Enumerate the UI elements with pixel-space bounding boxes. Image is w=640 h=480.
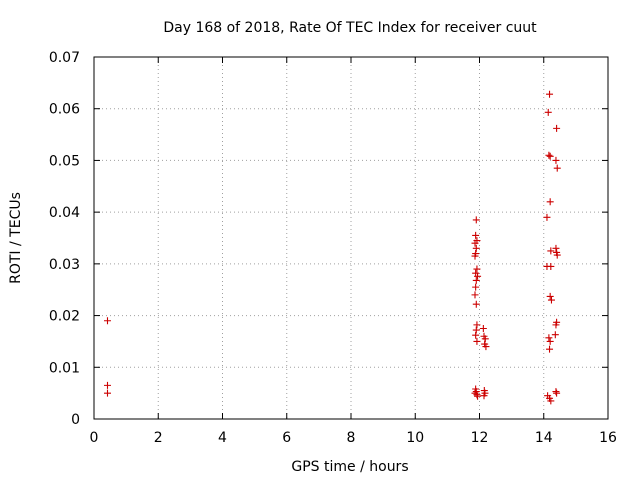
data-point — [473, 337, 481, 345]
axis-ticks — [93, 56, 609, 420]
data-point — [482, 343, 490, 351]
data-point — [547, 397, 555, 405]
data-point — [553, 124, 561, 132]
data-point — [553, 251, 561, 259]
data-point — [546, 292, 554, 300]
data-point — [472, 283, 480, 291]
data-point — [471, 291, 479, 299]
y-tick-label: 0.05 — [49, 153, 80, 169]
y-tick-label: 0.06 — [49, 102, 80, 118]
data-point — [474, 272, 482, 280]
data-point — [552, 388, 560, 396]
data-point — [546, 337, 554, 345]
y-tick-label: 0.03 — [49, 257, 80, 273]
data-point — [544, 108, 552, 116]
x-tick-label: 2 — [154, 430, 163, 446]
x-tick-labels: 0 2 4 6 8 10 12 14 16 — [90, 430, 617, 446]
x-tick-label: 4 — [218, 430, 227, 446]
x-tick-label: 8 — [347, 430, 356, 446]
data-point — [546, 90, 554, 98]
y-tick-label: 0.04 — [49, 205, 80, 221]
y-tick-label: 0.02 — [49, 309, 80, 325]
y-tick-label: 0.01 — [49, 360, 80, 376]
data-point — [546, 198, 554, 206]
data-point — [472, 300, 480, 308]
data-point — [103, 389, 111, 397]
data-point — [552, 156, 560, 164]
data-point — [472, 276, 480, 284]
plot-frame — [93, 56, 609, 420]
grid-lines — [94, 57, 608, 419]
chart-title: Day 168 of 2018, Rate Of TEC Index for r… — [163, 20, 537, 36]
data-point — [545, 151, 553, 159]
data-point — [472, 244, 480, 252]
y-tick-labels: 0 0.01 0.02 0.03 0.04 0.05 0.06 0.07 — [49, 50, 80, 428]
data-point — [553, 389, 561, 397]
x-tick-label: 12 — [471, 430, 489, 446]
data-point — [471, 239, 479, 247]
data-point — [103, 317, 111, 325]
data-point — [472, 216, 480, 224]
data-point — [473, 265, 481, 273]
data-point — [481, 335, 489, 343]
data-point — [472, 326, 480, 334]
data-point — [472, 388, 480, 396]
y-tick-label: 0.07 — [49, 50, 80, 66]
y-tick-label: 0 — [71, 412, 80, 428]
x-tick-label: 10 — [406, 430, 424, 446]
data-point — [472, 231, 480, 239]
data-point — [472, 331, 480, 339]
x-tick-label: 0 — [90, 430, 99, 446]
data-points — [103, 90, 561, 405]
data-point — [473, 391, 481, 399]
data-point — [547, 247, 555, 255]
data-point — [547, 262, 555, 270]
data-point — [543, 213, 551, 221]
data-point — [546, 152, 554, 160]
data-point — [545, 334, 553, 342]
data-point — [547, 296, 555, 304]
data-point — [546, 345, 554, 353]
data-point — [553, 164, 561, 172]
x-tick-label: 16 — [599, 430, 617, 446]
x-tick-label: 14 — [535, 430, 553, 446]
y-axis-label: ROTI / TECUs — [8, 192, 24, 284]
data-point — [473, 321, 481, 329]
data-point — [474, 392, 482, 400]
x-axis-label: GPS time / hours — [291, 459, 408, 475]
data-point — [551, 331, 559, 339]
data-point — [103, 381, 111, 389]
data-point — [552, 244, 560, 252]
data-point — [480, 392, 488, 400]
x-tick-label: 6 — [282, 430, 291, 446]
data-point — [471, 252, 479, 260]
data-point — [552, 321, 560, 329]
data-point — [479, 325, 487, 332]
